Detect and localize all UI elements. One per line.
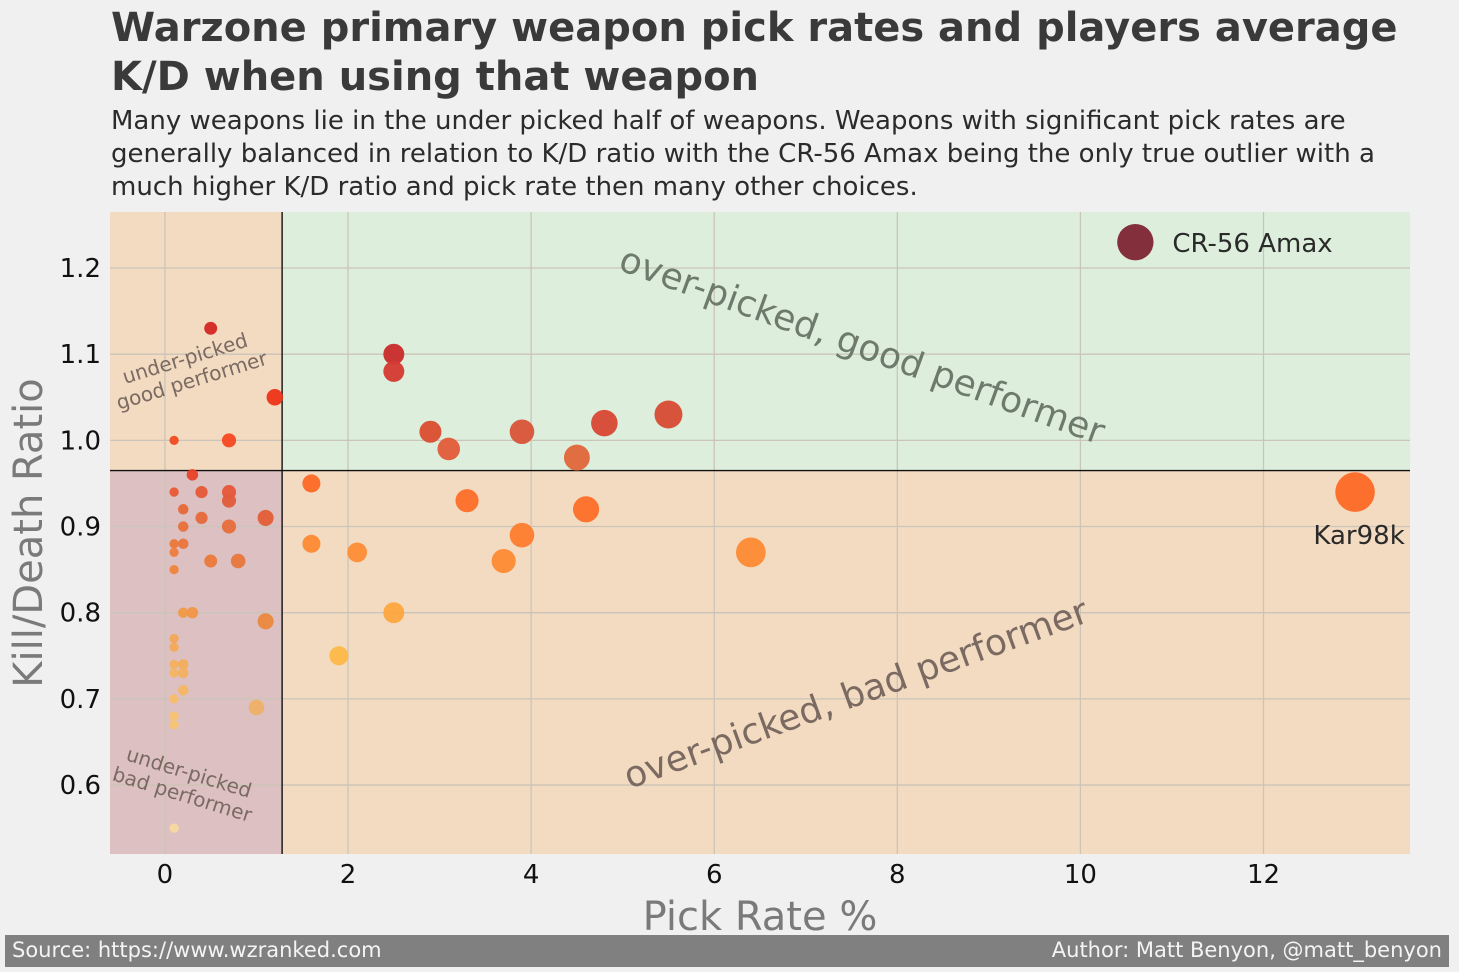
data-point xyxy=(221,433,237,448)
data-point xyxy=(169,435,179,446)
chart-title: Warzone primary weapon pick rates and pl… xyxy=(111,5,1398,100)
data-point xyxy=(169,539,179,549)
y-tick-label: 0.9 xyxy=(60,513,101,543)
data-point xyxy=(509,419,535,445)
x-tick-label: 2 xyxy=(340,860,357,890)
data-point xyxy=(383,602,405,624)
data-point xyxy=(169,487,179,497)
data-point xyxy=(266,389,284,406)
data-point xyxy=(1117,223,1154,261)
data-point xyxy=(169,711,179,721)
quadrant-top-right xyxy=(282,212,1410,471)
data-point xyxy=(195,485,208,499)
data-point xyxy=(177,659,189,670)
annotation-label: CR-56 Amax xyxy=(1172,229,1332,259)
data-point xyxy=(177,685,189,696)
data-point xyxy=(221,493,237,508)
author-text: Author: Matt Benyon, @matt_benyon xyxy=(1051,938,1442,962)
data-point xyxy=(186,606,199,619)
data-point xyxy=(491,548,516,574)
data-point xyxy=(383,360,405,382)
x-axis-label: Pick Rate % xyxy=(643,894,878,935)
data-point xyxy=(654,400,683,429)
data-point xyxy=(257,509,274,526)
data-point xyxy=(572,496,600,523)
data-point xyxy=(419,420,442,443)
data-point xyxy=(302,474,321,493)
data-point xyxy=(302,534,321,553)
x-tick-label: 12 xyxy=(1247,860,1280,890)
y-tick-label: 0.6 xyxy=(60,771,101,801)
data-point xyxy=(169,823,179,833)
data-point xyxy=(204,321,218,335)
data-point xyxy=(169,659,179,670)
data-point xyxy=(1335,472,1375,512)
data-point xyxy=(230,553,246,569)
y-tick-label: 0.7 xyxy=(60,685,101,715)
annotation-label: Kar98k xyxy=(1313,521,1404,551)
data-point xyxy=(169,668,179,678)
data-point xyxy=(169,633,179,644)
data-point xyxy=(177,667,189,679)
x-tick-label: 0 xyxy=(157,860,174,890)
data-point xyxy=(257,613,274,630)
quadrant-bottom-left xyxy=(110,470,283,854)
y-tick-label: 1.1 xyxy=(60,340,101,370)
x-tick-label: 8 xyxy=(889,860,906,890)
data-point xyxy=(437,437,461,461)
data-point xyxy=(177,504,189,515)
quadrant-top-left xyxy=(110,212,283,471)
scatter-chart: under-pickedgood performerunder-pickedba… xyxy=(6,212,1410,935)
data-point xyxy=(195,511,208,525)
data-point xyxy=(329,646,349,666)
data-point xyxy=(455,489,479,513)
data-point xyxy=(347,542,368,563)
y-tick-label: 1.0 xyxy=(60,426,101,456)
data-point xyxy=(169,720,179,730)
data-point xyxy=(186,469,199,481)
x-tick-label: 10 xyxy=(1064,860,1097,890)
data-point xyxy=(221,519,237,534)
x-tick-label: 6 xyxy=(706,860,723,890)
data-point xyxy=(563,444,590,471)
x-tick-label: 4 xyxy=(523,860,540,890)
chart-subtitle: Many weapons lie in the under picked hal… xyxy=(111,106,1375,202)
data-point xyxy=(509,522,535,548)
data-point xyxy=(591,409,618,437)
footer-bar: Source: https://www.wzranked.com Author:… xyxy=(5,935,1449,967)
data-point xyxy=(169,564,179,575)
data-point xyxy=(177,607,189,618)
data-point xyxy=(383,343,405,365)
data-point xyxy=(169,694,179,704)
data-point xyxy=(248,699,265,716)
data-point xyxy=(177,521,189,532)
data-point xyxy=(204,554,218,568)
y-tick-label: 1.2 xyxy=(60,254,101,284)
y-axis-label: Kill/Death Ratio xyxy=(6,378,52,687)
data-point xyxy=(177,538,189,550)
data-point xyxy=(169,547,179,558)
y-tick-label: 0.8 xyxy=(60,599,101,629)
quadrant-bottom-right xyxy=(282,470,1410,854)
data-point xyxy=(169,642,179,652)
data-point xyxy=(736,537,766,568)
source-text: Source: https://www.wzranked.com xyxy=(12,938,382,962)
